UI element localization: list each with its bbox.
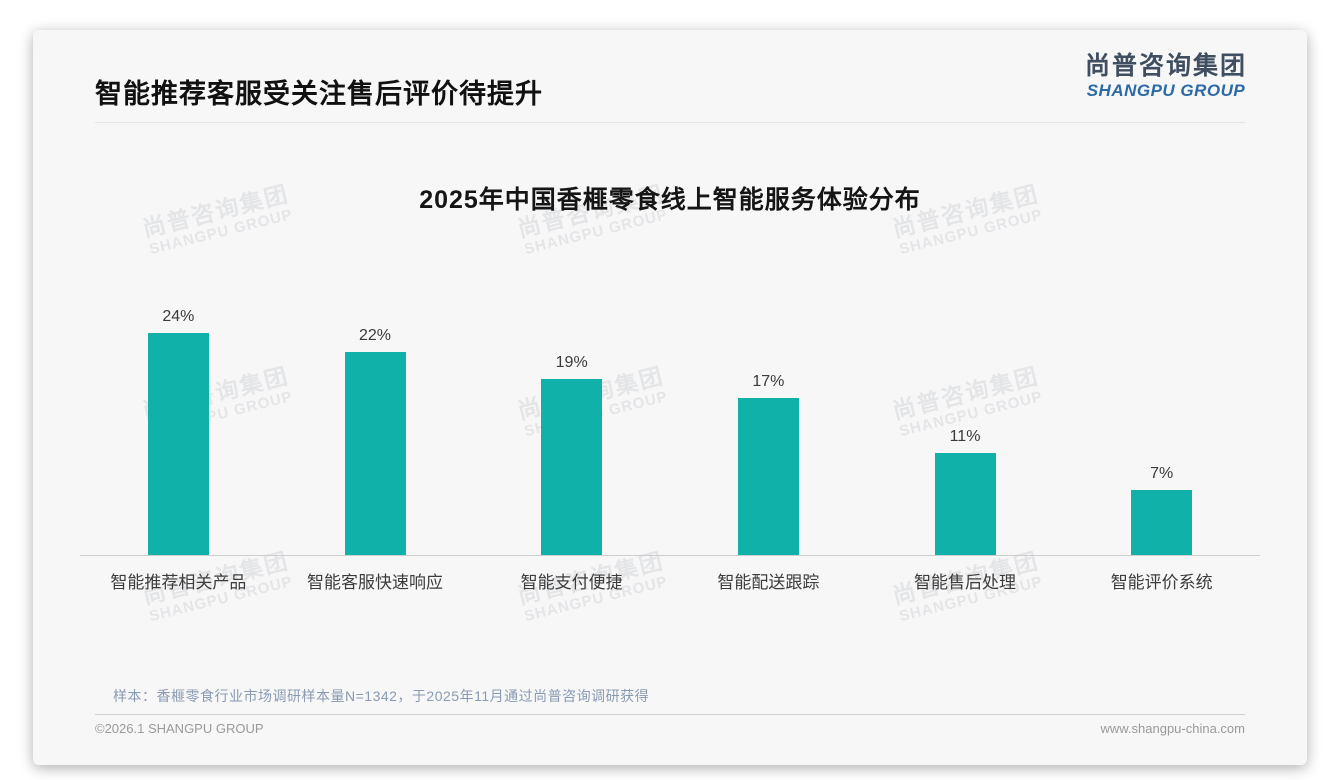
bar [541, 379, 603, 555]
bar-column: 22% [277, 292, 474, 555]
logo-cn-text: 尚普咨询集团 [1084, 52, 1247, 80]
bar-value-label: 24% [162, 308, 195, 325]
bar [147, 333, 209, 555]
x-axis-label: 智能客服快速响应 [307, 573, 443, 592]
bar-column: 7% [1063, 292, 1260, 555]
sample-note: 样本：香榧零食行业市场调研样本量N=1342，于2025年11月通过尚普咨询调研… [113, 688, 650, 704]
footer-website: www.shangpu-china.com [1100, 721, 1245, 736]
x-axis-labels: 智能推荐相关产品 智能客服快速响应 智能支付便捷 智能配送跟踪 智能售后处理 智能评价系统 [80, 568, 1260, 593]
footer-divider [95, 714, 1245, 715]
bar-value-label: 17% [752, 372, 785, 390]
bar-value-label: 22% [358, 326, 392, 344]
chart-title: 2025年中国香榧零食线上智能服务体验分布 [419, 186, 921, 214]
footer-copyright: ©2026.1 SHANGPU GROUP [95, 721, 264, 736]
x-axis-line [80, 555, 1260, 556]
bar [934, 453, 996, 555]
bar-column: 24% [80, 292, 277, 555]
x-axis-label: 智能配送跟踪 [717, 573, 820, 592]
bar-value-label: 7% [1150, 465, 1174, 483]
bar-value-label: 11% [949, 428, 981, 446]
bar [737, 397, 799, 555]
bar-value-label: 19% [555, 354, 588, 372]
x-axis-label: 智能支付便捷 [520, 573, 623, 592]
slide-card: 尚普咨询集团 SHANGPU GROUP 尚普咨询集团 SHANGPU GROUP 尚普… [33, 30, 1307, 765]
x-axis-label: 智能售后处理 [914, 573, 1017, 592]
logo-en-text: SHANGPU GROUP [1086, 80, 1246, 100]
bar-column: 11% [867, 292, 1064, 555]
x-axis-label: 智能评价系统 [1110, 573, 1213, 592]
bar-column: 17% [670, 292, 867, 555]
page-title: 智能推荐客服受关注售后评价待提升 [95, 79, 543, 109]
footer-bar: ©2026.1 SHANGPU GROUP www.shangpu-china.… [95, 721, 1245, 736]
bar [1131, 490, 1193, 555]
title-divider [95, 122, 1245, 123]
bar-column: 19% [473, 292, 670, 555]
bar [344, 351, 406, 555]
x-axis-label: 智能推荐相关产品 [110, 573, 247, 592]
company-logo: 尚普咨询集团 SHANGPU GROUP [1085, 52, 1247, 100]
bar-chart-plot-area: 24% 22% 19% 17% 11% 7% [80, 292, 1260, 555]
